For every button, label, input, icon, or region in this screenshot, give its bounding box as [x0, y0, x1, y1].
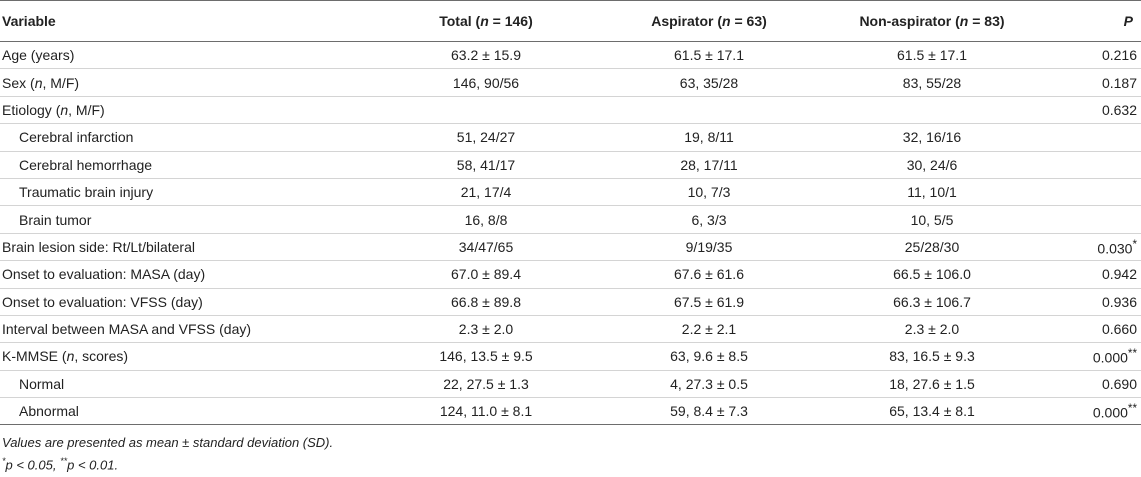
cell-p [1046, 178, 1141, 207]
cell-aspirator [600, 96, 818, 125]
cell-aspirator: 28, 17/11 [600, 151, 818, 179]
cell-variable: Brain tumor [0, 205, 372, 234]
demographics-table: Variable Total (n = 146) Aspirator (n = … [0, 0, 1141, 426]
cell-variable: Cerebral infarction [0, 123, 372, 152]
cell-variable: Traumatic brain injury [0, 178, 372, 207]
cell-variable: Onset to evaluation: VFSS (day) [0, 288, 372, 316]
cell-total: 2.3 ± 2.0 [372, 315, 600, 344]
cell-non-aspirator: 61.5 ± 17.1 [818, 41, 1046, 70]
cell-non-aspirator: 83, 55/28 [818, 68, 1046, 97]
cell-total: 51, 24/27 [372, 123, 600, 152]
header-variable: Variable [0, 0, 372, 42]
cell-non-aspirator: 66.3 ± 106.7 [818, 288, 1046, 316]
header-total: Total (n = 146) [372, 0, 600, 42]
header-p: P [1046, 0, 1141, 42]
cell-p: 0.000** [1046, 342, 1141, 371]
cell-non-aspirator: 65, 13.4 ± 8.1 [818, 397, 1046, 426]
cell-variable: Etiology (n, M/F) [0, 96, 372, 125]
cell-total: 16, 8/8 [372, 205, 600, 234]
significance-mark: ** [1127, 401, 1137, 415]
footnote-significance: *p < 0.05, **p < 0.01. [2, 456, 119, 473]
cell-variable: K-MMSE (n, scores) [0, 342, 372, 371]
cell-p: 0.632 [1046, 96, 1141, 125]
cell-total: 63.2 ± 15.9 [372, 41, 600, 70]
cell-total: 66.8 ± 89.8 [372, 288, 600, 316]
cell-aspirator: 10, 7/3 [600, 178, 818, 207]
cell-p: 0.660 [1046, 315, 1141, 344]
cell-non-aspirator: 30, 24/6 [818, 151, 1046, 179]
cell-aspirator: 4, 27.3 ± 0.5 [600, 370, 818, 399]
cell-aspirator: 67.5 ± 61.9 [600, 288, 818, 316]
cell-non-aspirator: 32, 16/16 [818, 123, 1046, 152]
cell-p: 0.936 [1046, 288, 1141, 316]
cell-variable: Cerebral hemorrhage [0, 151, 372, 179]
cell-total: 67.0 ± 89.4 [372, 260, 600, 289]
table-row: Cerebral infarction 51, 24/27 19, 8/11 3… [0, 123, 1141, 152]
cell-p: 0.690 [1046, 370, 1141, 399]
cell-total: 22, 27.5 ± 1.3 [372, 370, 600, 399]
cell-aspirator: 2.2 ± 2.1 [600, 315, 818, 344]
table-footnotes: Values are presented as mean ± standard … [0, 434, 1141, 474]
cell-non-aspirator: 83, 16.5 ± 9.3 [818, 342, 1046, 371]
cell-total: 21, 17/4 [372, 178, 600, 207]
cell-variable: Interval between MASA and VFSS (day) [0, 315, 372, 344]
cell-aspirator: 6, 3/3 [600, 205, 818, 234]
table-row: Onset to evaluation: MASA (day) 67.0 ± 8… [0, 260, 1141, 289]
cell-non-aspirator: 11, 10/1 [818, 178, 1046, 207]
table-header-row: Variable Total (n = 146) Aspirator (n = … [0, 0, 1141, 42]
cell-non-aspirator [818, 96, 1046, 125]
cell-variable: Age (years) [0, 41, 372, 70]
cell-aspirator: 67.6 ± 61.6 [600, 260, 818, 289]
table-row: Interval between MASA and VFSS (day) 2.3… [0, 315, 1141, 344]
header-non-aspirator: Non-aspirator (n = 83) [818, 0, 1046, 42]
cell-total: 58, 41/17 [372, 151, 600, 179]
cell-aspirator: 63, 35/28 [600, 68, 818, 97]
footnote-sd: Values are presented as mean ± standard … [2, 435, 334, 451]
table-row: Abnormal 124, 11.0 ± 8.1 59, 8.4 ± 7.3 6… [0, 397, 1141, 426]
cell-total: 146, 13.5 ± 9.5 [372, 342, 600, 371]
cell-total: 34/47/65 [372, 233, 600, 262]
cell-variable: Sex (n, M/F) [0, 68, 372, 97]
cell-p: 0.942 [1046, 260, 1141, 289]
cell-non-aspirator: 66.5 ± 106.0 [818, 260, 1046, 289]
significance-mark: * [1132, 237, 1137, 251]
significance-mark: ** [1127, 347, 1137, 361]
cell-p [1046, 151, 1141, 179]
cell-non-aspirator: 25/28/30 [818, 233, 1046, 262]
header-aspirator: Aspirator (n = 63) [600, 0, 818, 42]
cell-aspirator: 61.5 ± 17.1 [600, 41, 818, 70]
cell-p: 0.000** [1046, 397, 1141, 426]
cell-total: 146, 90/56 [372, 68, 600, 97]
cell-aspirator: 19, 8/11 [600, 123, 818, 152]
cell-aspirator: 63, 9.6 ± 8.5 [600, 342, 818, 371]
cell-p [1046, 123, 1141, 152]
cell-variable: Normal [0, 370, 372, 399]
table-row: Brain tumor 16, 8/8 6, 3/3 10, 5/5 [0, 205, 1141, 234]
table-row: Onset to evaluation: VFSS (day) 66.8 ± 8… [0, 288, 1141, 316]
table-row: Age (years) 63.2 ± 15.9 61.5 ± 17.1 61.5… [0, 41, 1141, 70]
table-row: Brain lesion side: Rt/Lt/bilateral 34/47… [0, 233, 1141, 262]
table-row: Sex (n, M/F) 146, 90/56 63, 35/28 83, 55… [0, 68, 1141, 97]
cell-non-aspirator: 2.3 ± 2.0 [818, 315, 1046, 344]
cell-non-aspirator: 10, 5/5 [818, 205, 1046, 234]
table-row: Normal 22, 27.5 ± 1.3 4, 27.3 ± 0.5 18, … [0, 370, 1141, 399]
cell-non-aspirator: 18, 27.6 ± 1.5 [818, 370, 1046, 399]
cell-total: 124, 11.0 ± 8.1 [372, 397, 600, 426]
cell-p [1046, 205, 1141, 234]
cell-p: 0.216 [1046, 41, 1141, 70]
cell-p: 0.187 [1046, 68, 1141, 97]
table-row: K-MMSE (n, scores) 146, 13.5 ± 9.5 63, 9… [0, 342, 1141, 371]
table-row: Traumatic brain injury 21, 17/4 10, 7/3 … [0, 178, 1141, 207]
table-row: Etiology (n, M/F) 0.632 [0, 96, 1141, 125]
cell-variable: Brain lesion side: Rt/Lt/bilateral [0, 233, 372, 262]
cell-total [372, 96, 600, 125]
cell-aspirator: 59, 8.4 ± 7.3 [600, 397, 818, 426]
cell-aspirator: 9/19/35 [600, 233, 818, 262]
cell-variable: Abnormal [0, 397, 372, 426]
cell-variable: Onset to evaluation: MASA (day) [0, 260, 372, 289]
table-row: Cerebral hemorrhage 58, 41/17 28, 17/11 … [0, 151, 1141, 179]
cell-p: 0.030* [1046, 233, 1141, 262]
